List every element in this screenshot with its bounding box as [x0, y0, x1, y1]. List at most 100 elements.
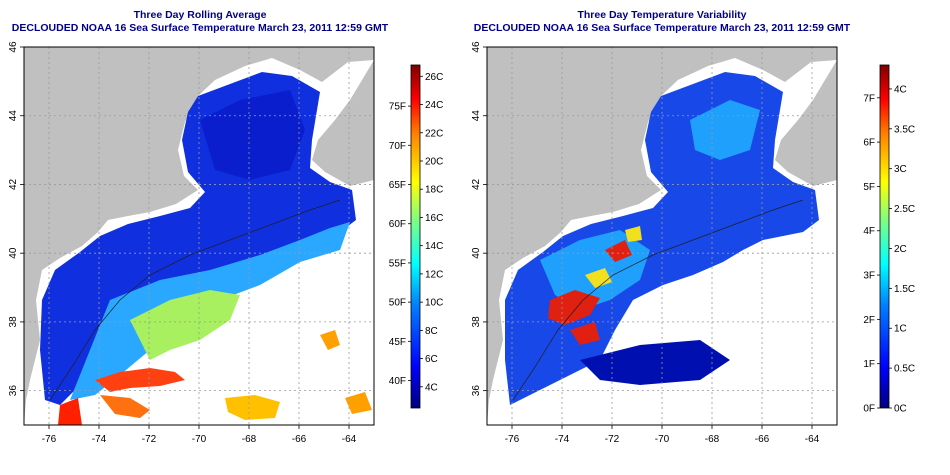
colorbar-c-label: 4C — [425, 382, 438, 393]
colorbar-c-label: 20C — [425, 156, 443, 167]
colorbar-c-label: 10C — [425, 298, 443, 309]
left-lat-lon-grid — [24, 47, 374, 425]
lon-tick-label: -64 — [342, 434, 357, 445]
sst-mid-water — [70, 222, 350, 400]
colorbar-c-label: 1C — [894, 324, 907, 335]
colorbar-f-label: 75F — [389, 102, 406, 113]
nova-scotia-land — [312, 60, 374, 186]
variability-yellow — [585, 226, 642, 288]
lat-tick-label: 46 — [8, 41, 19, 53]
colorbar-c-label: 3C — [894, 164, 907, 175]
lat-tick-label: 42 — [8, 178, 19, 190]
colorbar-f-label: 3F — [863, 271, 875, 282]
colorbar-f-label: 50F — [389, 298, 406, 309]
left-map-title: Three Day Rolling Average DECLOUDED NOAA… — [0, 9, 400, 35]
right-colorbar-fahrenheit-labels: 0F 1F 2F 3F 4F 5F 6F 7F — [863, 93, 880, 415]
sst-gulf-stream — [95, 368, 185, 392]
colorbar-c-label: 16C — [425, 213, 443, 224]
lat-tick-label: 38 — [471, 316, 482, 328]
lon-tick-label: -74 — [555, 434, 570, 445]
lon-tick-label: -74 — [92, 434, 107, 445]
right-map-title: Three Day Temperature Variability DECLOU… — [452, 9, 872, 35]
colorbar-c-label: 4C — [894, 84, 907, 95]
colorbar-f-label: 55F — [389, 258, 406, 269]
lat-tick-label: 40 — [8, 247, 19, 259]
colorbar-f-label: 6F — [863, 138, 875, 149]
left-bathymetry-contour — [49, 199, 341, 401]
colorbar-f-label: 2F — [863, 315, 875, 326]
lat-tick-label: 40 — [471, 247, 482, 259]
land-mass — [24, 47, 374, 425]
lon-tick-label: -70 — [192, 434, 207, 445]
colorbar-f-label: 70F — [389, 141, 406, 152]
variability-high-streaks — [548, 240, 632, 345]
left-title-line2: DECLOUDED NOAA 16 Sea Surface Temperatur… — [11, 22, 389, 34]
right-title-line2: DECLOUDED NOAA 16 Sea Surface Temperatur… — [473, 22, 851, 34]
colorbar-f-label: 0F — [863, 404, 875, 415]
left-sst-map — [24, 47, 374, 425]
colorbar-f-label: 7F — [863, 93, 875, 104]
left-colorbar-fahrenheit-labels: 40F 45F 50F 55F 60F 65F 70F 75F — [389, 102, 411, 387]
lon-tick-label: -70 — [655, 434, 670, 445]
lat-tick-label: 42 — [471, 178, 482, 190]
colorbar-f-label: 1F — [863, 359, 875, 370]
colorbar-f-label: 45F — [389, 337, 406, 348]
variability-deep-blue — [580, 340, 730, 385]
right-variability-map — [487, 47, 837, 425]
colorbar-f-label: 4F — [863, 226, 875, 237]
lon-tick-label: -64 — [805, 434, 820, 445]
colorbar-c-label: 22C — [425, 128, 443, 139]
left-lat-tick-labels: 36 38 40 42 44 46 — [8, 41, 24, 396]
colorbar-f-label: 60F — [389, 219, 406, 230]
colorbar-f-label: 65F — [389, 180, 406, 191]
lat-tick-label: 44 — [471, 110, 482, 122]
lat-tick-label: 36 — [471, 385, 482, 397]
colorbar-c-label: 0.5C — [894, 364, 915, 375]
sst-deep-blue-patch — [200, 90, 305, 180]
colorbar-c-label: 2.5C — [894, 204, 915, 215]
lat-tick-label: 36 — [8, 385, 19, 397]
left-title-line1: Three Day Rolling Average — [133, 9, 267, 21]
colorbar-c-label: 0C — [894, 404, 907, 415]
left-colorbar — [410, 64, 421, 409]
sst-southern-tip — [58, 398, 82, 425]
colorbar-c-label: 12C — [425, 269, 443, 280]
right-lat-lon-grid — [487, 47, 837, 425]
lon-tick-label: -76 — [505, 434, 520, 445]
lon-tick-label: -66 — [292, 434, 307, 445]
colorbar-c-label: 24C — [425, 100, 443, 111]
right-title-line1: Three Day Temperature Variability — [577, 9, 747, 21]
right-colorbar-celsius-labels: 0C 0.5C 1C 1.5C 2C 2.5C 3C 3.5C 4C — [889, 84, 915, 415]
colorbar-c-label: 1.5C — [894, 284, 915, 295]
left-colorbar-celsius-labels: 4C 6C 8C 10C 12C 14C 16C 18C 20C 22C 24C 26C — [420, 72, 443, 393]
colorbar-c-label: 14C — [425, 241, 443, 252]
colorbar-f-label: 5F — [863, 182, 875, 193]
colorbar-c-label: 8C — [425, 326, 438, 337]
lat-tick-label: 46 — [471, 41, 482, 53]
right-lat-tick-labels: 36 38 40 42 44 46 — [471, 41, 487, 396]
sst-warm-eddies — [225, 395, 280, 420]
land-mass — [487, 47, 837, 425]
lon-tick-label: -72 — [605, 434, 620, 445]
lat-tick-label: 44 — [8, 110, 19, 122]
lon-tick-label: -68 — [705, 434, 720, 445]
sst-warm-shelf — [130, 290, 240, 360]
right-colorbar — [879, 64, 890, 409]
lon-tick-label: -66 — [755, 434, 770, 445]
colorbar-c-label: 6C — [425, 354, 438, 365]
nova-scotia-land — [775, 60, 837, 186]
colorbar-f-label: 40F — [389, 376, 406, 387]
right-lon-tick-labels: -76 -74 -72 -70 -68 -66 -64 — [505, 425, 820, 445]
colorbar-c-label: 3.5C — [894, 124, 915, 135]
colorbar-c-label: 26C — [425, 72, 443, 83]
colorbar-c-label: 2C — [894, 244, 907, 255]
lon-tick-label: -76 — [42, 434, 57, 445]
colorbar-c-label: 18C — [425, 185, 443, 196]
sst-gulf-stream-south — [100, 395, 150, 418]
right-bathymetry-contour — [512, 199, 804, 401]
variability-moderate — [540, 100, 760, 310]
sst-warm-eddies-east — [320, 330, 372, 414]
lon-tick-label: -72 — [142, 434, 157, 445]
lon-tick-label: -68 — [242, 434, 257, 445]
